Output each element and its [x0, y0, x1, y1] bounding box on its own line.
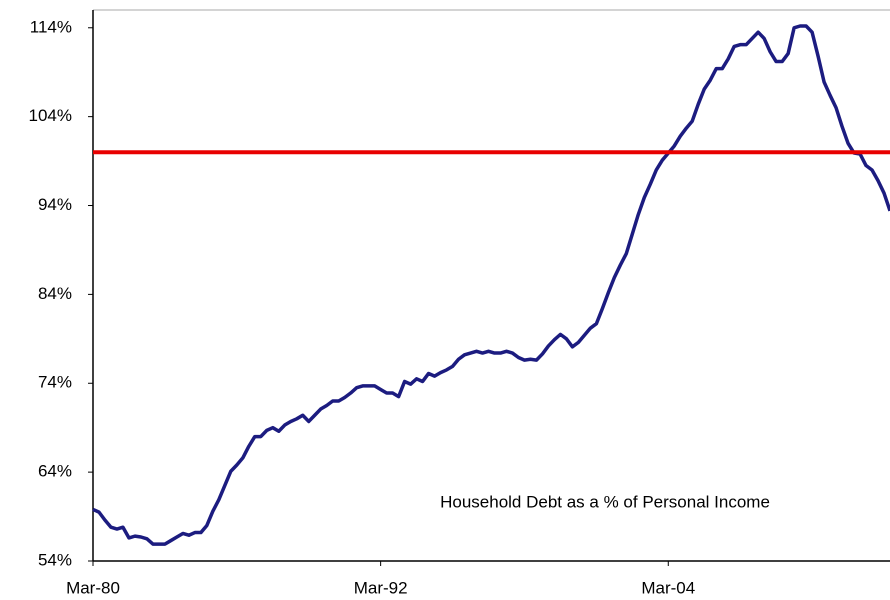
- x-tick-label: Mar-92: [354, 578, 408, 597]
- annotation: Household Debt as a % of Personal Income: [440, 492, 770, 511]
- y-tick-label: 114%: [30, 17, 72, 36]
- x-tick-label: Mar-04: [641, 578, 695, 597]
- y-tick-label: 104%: [29, 106, 72, 125]
- x-tick-label: Mar-80: [66, 578, 120, 597]
- y-tick-label: 84%: [38, 284, 72, 303]
- y-tick-label: 74%: [38, 373, 72, 392]
- y-tick-label: 54%: [38, 550, 72, 569]
- y-tick-label: 94%: [38, 195, 72, 214]
- data-line: [92, 24, 890, 546]
- y-tick-label: 64%: [38, 462, 72, 481]
